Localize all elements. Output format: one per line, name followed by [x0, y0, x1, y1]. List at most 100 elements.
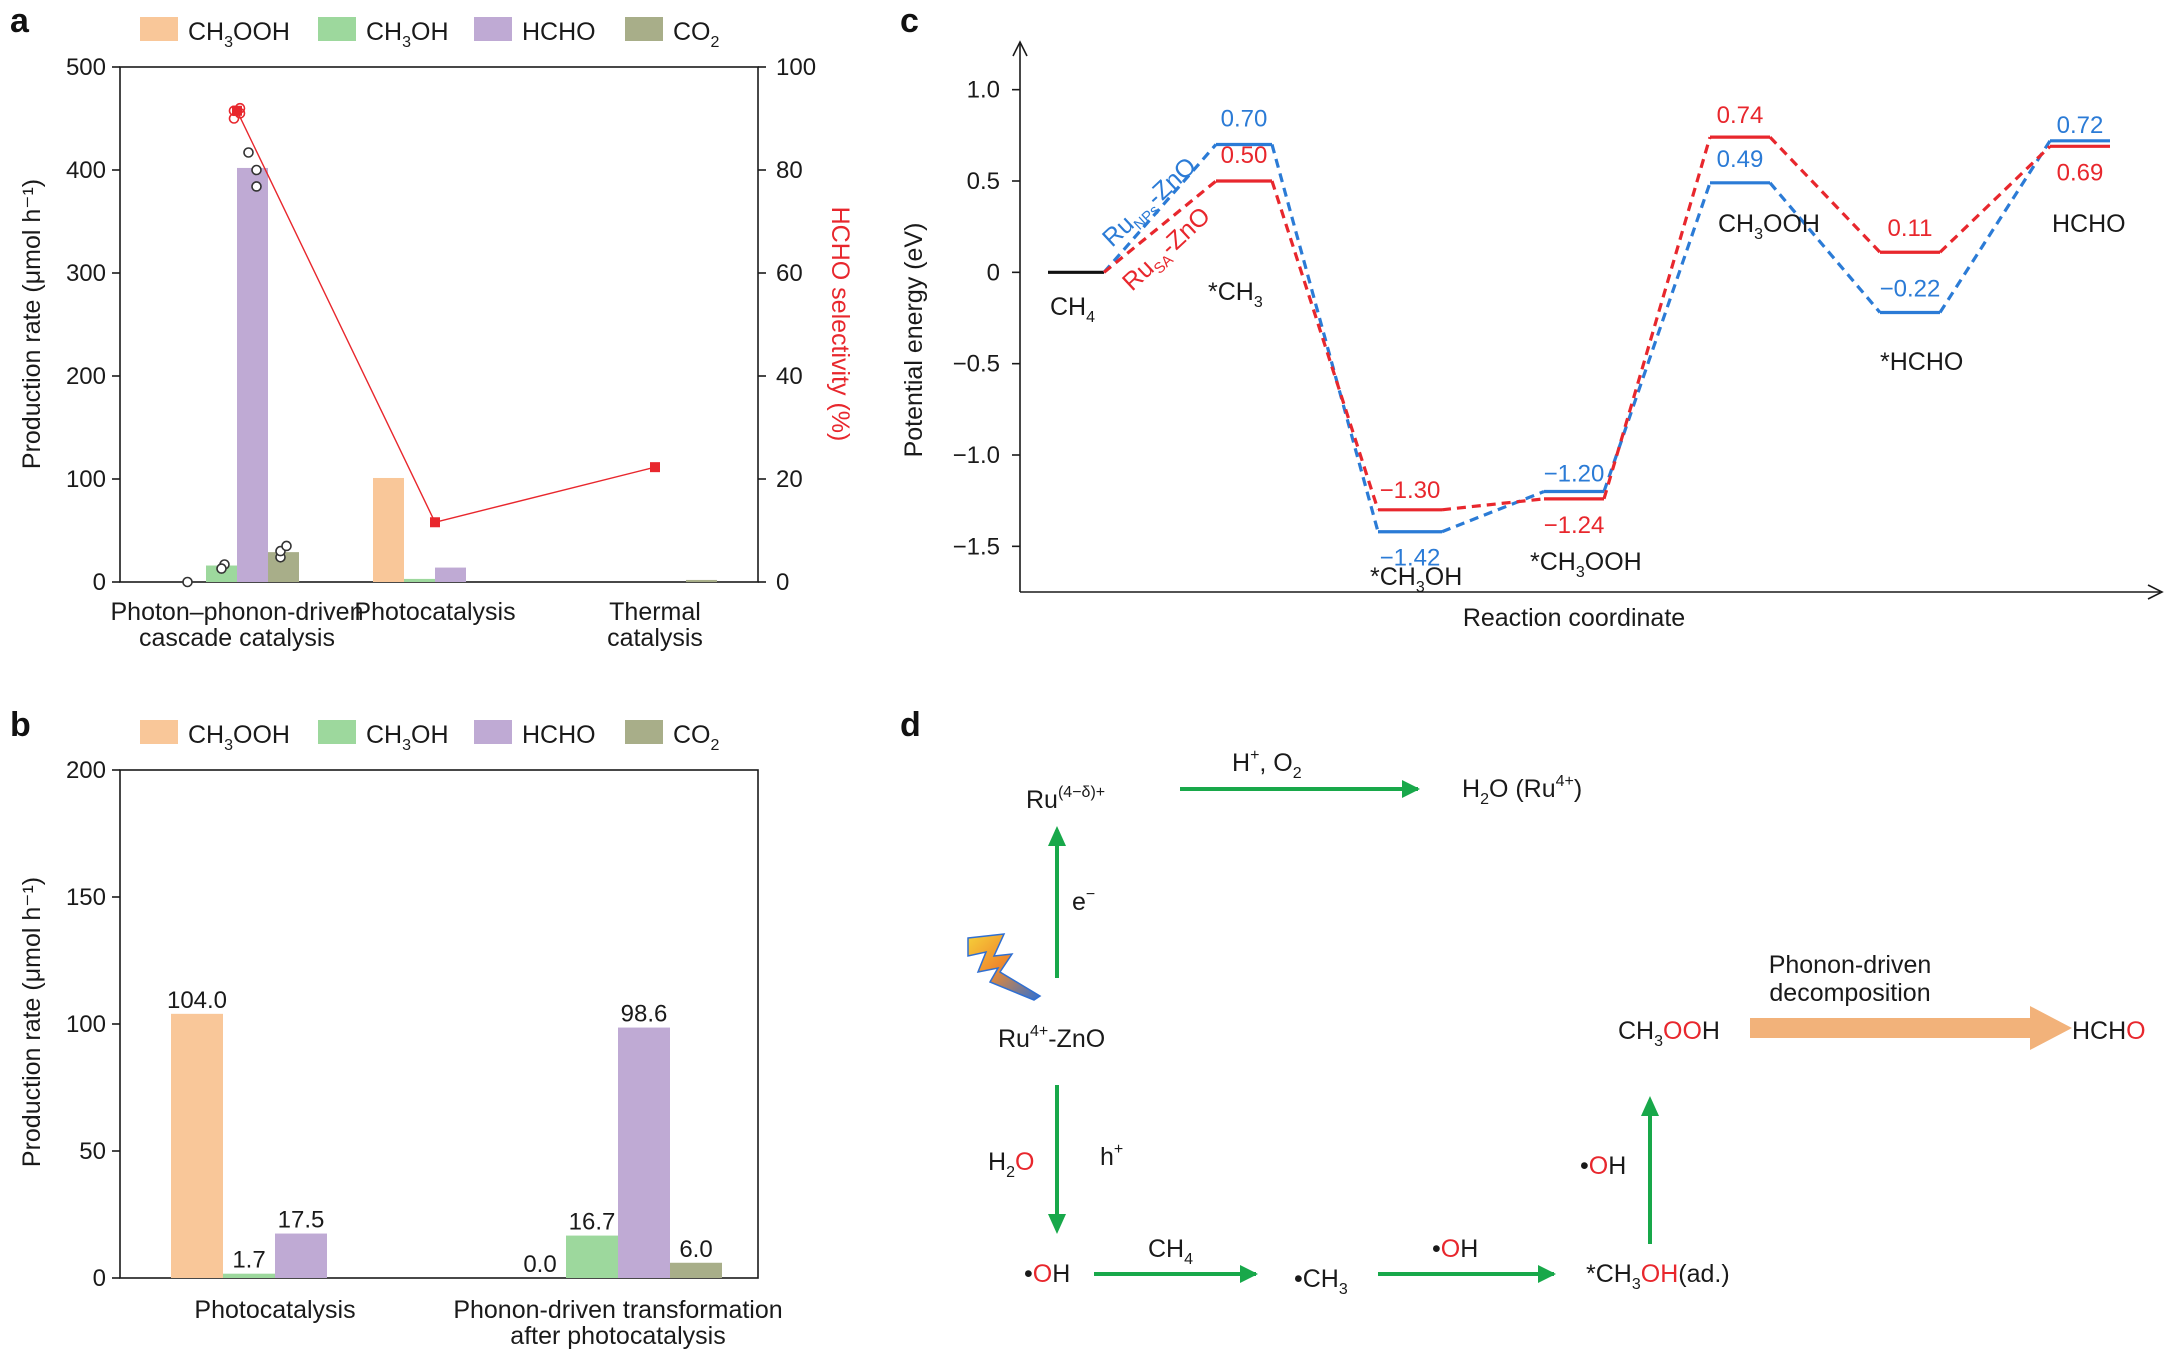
y-axis-b: 0 50 100 150 200	[66, 757, 120, 1292]
phonon-label-line1: Phonon-driven	[1769, 951, 1932, 979]
x-axis-arrow-c	[2147, 584, 2164, 600]
energy-value-label: 0.50	[1221, 142, 1268, 169]
transition-rusa-zno	[1602, 136, 1712, 500]
ch3-radical-label: •CH3	[1294, 1265, 1348, 1298]
panel-label-b: b	[10, 706, 31, 744]
legend-label-co2: CO2	[673, 18, 720, 51]
bar-hcho	[237, 167, 268, 582]
legend-label-co2: CO2	[673, 721, 720, 754]
legend-swatch-co2	[625, 720, 663, 744]
data-label-b: 6.0	[679, 1236, 712, 1263]
y-tick-a: 0	[93, 569, 106, 596]
y-right-tick-a: 100	[776, 54, 816, 81]
bar-ch3oh	[566, 1235, 618, 1278]
energy-value-label: −1.24	[1544, 512, 1605, 539]
h-o2-label: H+, O2	[1232, 747, 1302, 782]
hcho-product-label: HCHO	[2072, 1017, 2146, 1045]
transition-runps-zno	[1441, 490, 1545, 534]
x-category-a: Photocatalysis	[354, 598, 515, 626]
transition-runps-zno	[1768, 181, 1882, 314]
energy-value-label: −1.30	[1380, 477, 1441, 504]
replicate-point	[182, 576, 193, 588]
x-axis-label-c: Reaction coordinate	[1463, 604, 1685, 632]
y-tick-c: −1.0	[953, 442, 1000, 469]
legend-a: CH3OOH CH3OH HCHO CO2	[140, 17, 720, 51]
y-tick-c: −0.5	[953, 351, 1000, 378]
data-label-b: 104.0	[167, 987, 227, 1014]
selectivity-series-a	[228, 102, 660, 528]
transition-rusa-zno	[1270, 180, 1380, 511]
y-tick-b: 0	[93, 1265, 106, 1292]
oh-radical-label-3: •OH	[1580, 1152, 1626, 1180]
bar-hcho	[618, 1027, 670, 1278]
energy-value-label: 0.49	[1717, 146, 1764, 173]
data-label-b: 98.6	[621, 1001, 668, 1028]
y-tick-a: 100	[66, 466, 106, 493]
x-category-a: cascade catalysis	[139, 624, 335, 652]
species-label: *CH3OH	[1370, 563, 1462, 596]
legend-label-ch3ooh: CH3OOH	[188, 721, 290, 754]
x-category-a: Thermal	[609, 598, 701, 626]
y-tick-a: 300	[66, 260, 106, 287]
selectivity-replicate	[228, 113, 240, 124]
ch4-label: CH4	[1148, 1235, 1193, 1268]
energy-profile-c: 0.70 −1.42 −1.20 0.49 −0.22 0.72 0.50 −1.30 −1.2…	[1048, 102, 2110, 572]
transition-rusa-zno	[1768, 136, 1882, 254]
phonon-arrow	[1750, 1006, 2072, 1050]
selectivity-replicate	[234, 102, 246, 114]
transition-rusa-zno	[1441, 497, 1545, 512]
species-label: *CH3	[1208, 278, 1263, 311]
bar-hcho	[435, 567, 466, 582]
y-tick-a: 400	[66, 157, 106, 184]
y-tick-c: 0.5	[967, 168, 1000, 195]
selectivity-point	[650, 462, 660, 473]
legend-label-hcho: HCHO	[522, 721, 596, 749]
data-label-b: 16.7	[569, 1209, 616, 1236]
oh-radical-label-2: •OH	[1432, 1235, 1478, 1263]
selectivity-replicate	[234, 108, 246, 119]
legend-label-ch3oh: CH3OH	[366, 18, 449, 51]
arrowhead	[1641, 1096, 1659, 1116]
y-axis-right-label-a: HCHO selectivity (%)	[826, 207, 854, 442]
y-tick-b: 200	[66, 757, 106, 784]
plot-frame-a	[119, 66, 759, 583]
y-tick-c: 1.0	[967, 77, 1000, 104]
hole-label: h+	[1100, 1141, 1123, 1171]
transition-rusa-zno	[1938, 145, 2052, 254]
selectivity-replicate	[228, 105, 240, 117]
replicate-point	[243, 147, 254, 158]
ch3oh-ad-label: *CH3OH(ad.)	[1586, 1260, 1730, 1293]
y-right-tick-a: 40	[776, 363, 803, 390]
bar-hcho	[275, 1233, 327, 1278]
y-tick-b: 100	[66, 1011, 106, 1038]
arrowhead	[1538, 1265, 1556, 1283]
y-axis-label-a: Production rate (μmol h⁻¹)	[18, 179, 46, 469]
selectivity-point	[430, 517, 440, 528]
species-label: CH3OOH	[1718, 210, 1820, 243]
y-right-tick-a: 60	[776, 260, 803, 287]
species-label: *CH3OOH	[1530, 548, 1642, 581]
y-tick-a: 200	[66, 363, 106, 390]
energy-value-label: 0.70	[1221, 105, 1268, 132]
x-category-a: Photon–phonon-driven	[111, 598, 364, 626]
y-tick-a: 500	[66, 54, 106, 81]
energy-value-label: 0.74	[1717, 102, 1764, 129]
y-axis-label-b: Production rate (μmol h⁻¹)	[18, 877, 46, 1167]
y-axis-c: −1.5 −1.0 −0.5 0 0.5 1.0	[953, 77, 1020, 560]
bar-co2	[670, 1262, 722, 1278]
selectivity-line	[236, 110, 656, 524]
replicate-point	[251, 181, 262, 192]
bar-ch3oh	[223, 1273, 275, 1278]
y-right-tick-a: 0	[776, 569, 789, 596]
h2o-label: H2O	[988, 1148, 1034, 1181]
legend-swatch-co2	[625, 17, 663, 41]
replicate-point	[216, 563, 227, 574]
panel-label-c: c	[900, 2, 919, 40]
ru-zno-label: Ru4+-ZnO	[998, 1023, 1105, 1053]
oh-radical-label: •OH	[1024, 1260, 1070, 1288]
arrowhead	[1048, 826, 1066, 846]
h2o-ru4-label: H2O (Ru4+)	[1462, 773, 1582, 808]
x-category-b: after photocatalysis	[510, 1322, 725, 1350]
replicate-point	[251, 164, 262, 176]
